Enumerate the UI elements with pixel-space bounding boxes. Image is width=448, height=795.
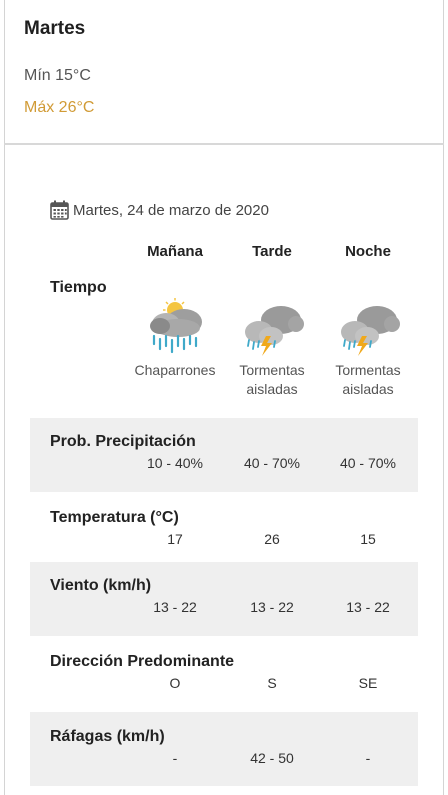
weather-desc-line: aisladas	[342, 381, 394, 397]
showers-icon	[150, 298, 202, 354]
weather-desc-night: Tormentas aisladas	[313, 361, 423, 399]
wind-morning: 13 - 22	[153, 599, 197, 615]
min-temperature: Mín 15°C	[24, 67, 91, 84]
wind-direction-label: Dirección Predominante	[50, 653, 235, 670]
temperature-night: 15	[360, 531, 376, 547]
thunderstorm-icon	[245, 306, 304, 356]
forecast-date: Martes, 24 de marzo de 2020	[73, 201, 269, 219]
forecast-card-frame	[4, 0, 444, 795]
wind-direction-afternoon: S	[267, 675, 277, 691]
precipitation-morning: 10 - 40%	[146, 455, 204, 471]
weather-desc-morning: Chaparrones	[120, 361, 230, 380]
period-morning: Mañana	[147, 243, 203, 260]
weather-desc-line: Tormentas	[335, 362, 401, 378]
weather-desc-line: Chaparrones	[134, 362, 216, 378]
calendar-icon	[50, 200, 69, 220]
period-afternoon: Tarde	[252, 243, 292, 260]
gusts-night: -	[365, 750, 371, 766]
temperature-label: Temperatura (°C)	[50, 509, 179, 526]
wind-night: 13 - 22	[346, 599, 390, 615]
wind-afternoon: 13 - 22	[250, 599, 294, 615]
weather-desc-line: aisladas	[246, 381, 298, 397]
day-title: Martes	[24, 18, 86, 39]
wind-direction-morning: O	[169, 675, 181, 691]
weather-desc-line: Tormentas	[239, 362, 305, 378]
precipitation-label: Prob. Precipitación	[50, 433, 196, 450]
day-summary-header[interactable]: Martes Mín 15°C Máx 26°C	[4, 0, 444, 145]
thunderstorm-icon	[341, 306, 400, 356]
row-band-wind	[30, 562, 418, 636]
temperature-morning: 17	[167, 531, 183, 547]
wind-direction-night: SE	[358, 675, 378, 691]
date-row: Martes, 24 de marzo de 2020	[50, 199, 269, 221]
temperature-afternoon: 26	[264, 531, 280, 547]
wind-label: Viento (km/h)	[50, 577, 152, 594]
precipitation-night: 40 - 70%	[339, 455, 397, 471]
gusts-afternoon: 42 - 50	[250, 750, 294, 766]
row-band-precipitation	[30, 418, 418, 492]
gusts-label: Ráfagas (km/h)	[50, 728, 165, 745]
row-band-gusts	[30, 712, 418, 786]
max-temperature: Máx 26°C	[24, 99, 95, 116]
precipitation-afternoon: 40 - 70%	[243, 455, 301, 471]
period-night: Noche	[345, 243, 391, 260]
weather-row-label: Tiempo	[50, 279, 107, 296]
gusts-morning: -	[172, 750, 178, 766]
weather-desc-afternoon: Tormentas aisladas	[217, 361, 327, 399]
